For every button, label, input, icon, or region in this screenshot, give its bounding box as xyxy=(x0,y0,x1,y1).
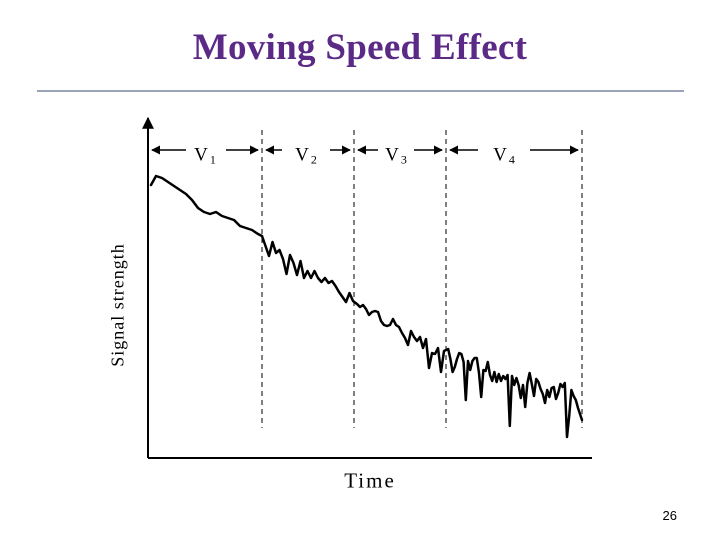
segment-label-v4-name: V xyxy=(493,144,507,166)
segment-label-v1-sub: 1 xyxy=(209,152,216,167)
x-axis-label: Time xyxy=(344,468,396,493)
segment-label-v3-name: V xyxy=(385,144,399,166)
segment-label-v1-name: V xyxy=(194,144,208,166)
y-axis-label: Signal strength xyxy=(107,243,128,367)
slide-title: Moving Speed Effect xyxy=(192,27,528,68)
segment-label-v3-sub: 3 xyxy=(400,152,407,167)
signal-trace xyxy=(149,174,584,439)
title-divider xyxy=(37,90,684,92)
segment-label-v2-sub: 2 xyxy=(310,152,317,167)
segment-label-v2-name: V xyxy=(295,144,309,166)
page-number: 26 xyxy=(662,508,677,523)
segment-label-v4-sub: 4 xyxy=(508,152,515,167)
